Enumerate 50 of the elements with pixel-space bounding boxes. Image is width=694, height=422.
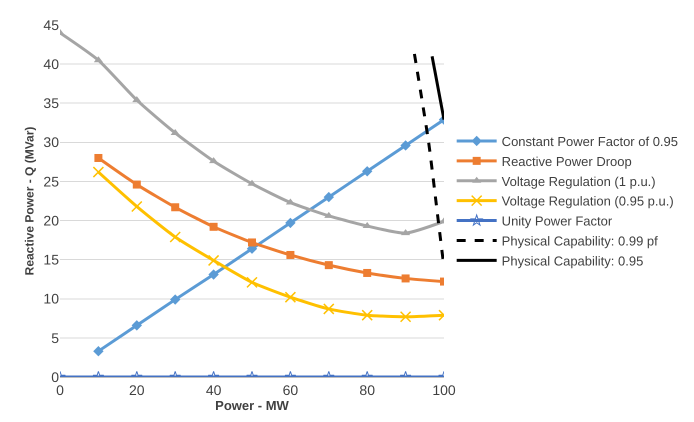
- legend-label: Voltage Regulation (0.95 p.u.): [502, 194, 674, 209]
- y-tick-label: 45: [43, 16, 60, 33]
- legend-label: Unity Power Factor: [502, 214, 613, 229]
- x-tick-label: 40: [206, 382, 222, 398]
- point: [402, 274, 410, 282]
- point: [132, 180, 141, 189]
- point: [361, 309, 373, 321]
- point: [248, 238, 256, 246]
- point: [363, 268, 372, 277]
- point: [285, 218, 296, 228]
- y-tick-label: 5: [51, 330, 60, 346]
- point: [400, 311, 412, 323]
- point: [171, 203, 180, 212]
- x-tick-label: 100: [432, 382, 456, 398]
- point: [286, 250, 294, 259]
- point: [94, 154, 102, 162]
- y-tick-label: 25: [43, 173, 60, 190]
- point: [324, 192, 334, 202]
- x-axis-title: Power - MW: [215, 398, 290, 413]
- y-tick-label: 0: [51, 368, 60, 385]
- x-tick-label: 20: [129, 382, 145, 398]
- legend-label: Voltage Regulation (1 p.u.): [502, 174, 656, 189]
- legend-label: Physical Capability: 0.99 pf: [502, 234, 658, 249]
- legend-label: Reactive Power Droop: [502, 154, 632, 169]
- y-tick-label: 20: [43, 212, 60, 228]
- legend-label: Physical Capability: 0.95: [502, 253, 644, 268]
- y-tick-label: 35: [43, 95, 60, 112]
- point: [93, 346, 104, 356]
- point: [323, 303, 335, 315]
- point: [131, 200, 143, 212]
- y-tick-label: 10: [43, 290, 60, 307]
- y-tick-label: 30: [43, 134, 60, 150]
- y-tick-label: 15: [43, 252, 60, 268]
- point: [132, 320, 142, 331]
- point: [92, 166, 104, 178]
- point: [246, 276, 258, 288]
- legend-label: Constant Power Factor of 0.95: [502, 134, 678, 150]
- point: [400, 140, 411, 151]
- point: [169, 231, 181, 243]
- point: [208, 254, 220, 266]
- point: [210, 222, 218, 231]
- point: [324, 261, 333, 270]
- point: [170, 294, 180, 305]
- x-tick-label: 60: [282, 382, 298, 398]
- y-axis-title: Reactive Power - Q (MVar): [22, 126, 37, 276]
- y-tick-label: 40: [43, 56, 60, 72]
- point: [362, 166, 372, 176]
- point: [284, 291, 296, 303]
- point: [208, 269, 219, 280]
- x-tick-label: 80: [359, 382, 376, 398]
